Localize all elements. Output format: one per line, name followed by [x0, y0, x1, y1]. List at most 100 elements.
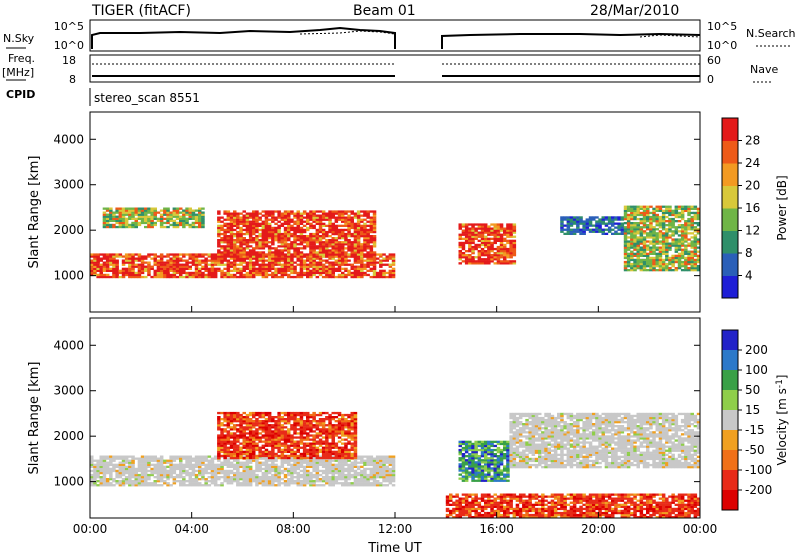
data-cell: [267, 444, 272, 447]
data-cell: [484, 258, 488, 261]
data-cell: [255, 222, 259, 225]
data-cell: [159, 217, 164, 220]
data-cell: [499, 239, 504, 242]
data-cell: [347, 228, 351, 232]
data-cell: [226, 436, 231, 439]
data-cell: [341, 471, 345, 475]
data-cell: [201, 469, 205, 473]
data-cell: [331, 210, 335, 213]
data-cell: [337, 245, 342, 248]
data-cell: [201, 253, 205, 256]
data-cell: [144, 455, 148, 458]
data-cell: [245, 273, 250, 277]
data-cell: [274, 237, 278, 240]
data-cell: [302, 253, 307, 256]
data-cell: [280, 454, 285, 458]
data-cell: [474, 262, 478, 265]
data-cell: [267, 424, 272, 427]
data-cell: [471, 252, 475, 255]
data-cell: [144, 257, 148, 260]
data-cell: [115, 480, 119, 483]
data-cell: [315, 235, 320, 238]
data-cell: [159, 271, 164, 275]
data-cell: [153, 459, 157, 462]
data-cell: [334, 261, 339, 264]
data-cell: [626, 217, 631, 221]
data-cell: [220, 463, 224, 466]
data-cell: [172, 482, 177, 485]
data-cell: [296, 461, 300, 464]
data-cell: [693, 260, 698, 264]
data-cell: [560, 230, 564, 233]
data-cell: [490, 229, 494, 232]
data-cell: [623, 260, 628, 264]
data-cell: [267, 454, 272, 458]
data-cell: [252, 214, 256, 217]
data-cell: [350, 473, 354, 477]
data-cell: [264, 411, 269, 415]
data-cell: [99, 259, 103, 262]
data-cell: [207, 476, 212, 479]
data-cell: [318, 228, 323, 232]
data-cell: [261, 255, 266, 258]
data-cell: [248, 442, 253, 445]
data-cell: [255, 263, 259, 266]
data-cell: [341, 251, 345, 254]
data-cell: [674, 238, 679, 241]
data-cell: [296, 420, 300, 423]
data-cell: [144, 467, 148, 471]
data-cell: [280, 255, 285, 258]
data-cell: [490, 227, 494, 230]
data-cell: [201, 473, 205, 477]
data-cell: [630, 238, 634, 241]
data-cell: [318, 484, 323, 487]
data-cell: [261, 476, 266, 479]
data-cell: [331, 484, 335, 487]
data-cell: [668, 217, 672, 221]
data-cell: [299, 243, 304, 246]
data-cell: [261, 243, 266, 246]
data-cell: [248, 434, 253, 437]
data-cell: [280, 241, 285, 244]
data-cell: [271, 235, 275, 238]
data-cell: [372, 457, 377, 460]
colorbar-tick-label: 8: [745, 246, 753, 260]
data-cell: [490, 223, 494, 226]
data-cell: [372, 255, 377, 258]
data-cell: [293, 454, 297, 458]
data-cell: [366, 478, 370, 481]
data-cell: [153, 255, 157, 258]
data-cell: [388, 275, 393, 279]
data-cell: [248, 411, 253, 415]
data-cell: [267, 247, 272, 250]
data-cell: [147, 484, 151, 487]
data-cell: [261, 484, 266, 487]
data-cell: [201, 207, 205, 210]
data-cell: [388, 480, 393, 483]
data-cell: [277, 245, 281, 248]
data-cell: [93, 261, 97, 264]
data-cell: [325, 216, 329, 219]
data-cell: [182, 467, 186, 471]
data-cell: [353, 249, 358, 252]
data-cell: [690, 260, 694, 264]
data-cell: [385, 257, 389, 260]
data-cell: [226, 471, 231, 475]
data-cell: [128, 269, 132, 272]
data-cell: [325, 259, 329, 262]
data-cell: [96, 473, 100, 477]
data-cell: [626, 228, 631, 231]
data-cell: [90, 463, 94, 466]
data-cell: [372, 226, 377, 230]
data-cell: [655, 252, 659, 255]
data-cell: [290, 440, 294, 443]
data-cell: [258, 271, 262, 275]
data-cell: [458, 256, 462, 259]
data-cell: [626, 265, 631, 268]
data-cell: [690, 226, 694, 229]
data-cell: [131, 482, 135, 485]
data-cell: [134, 225, 138, 229]
data-cell: [369, 267, 374, 270]
data-cell: [375, 473, 380, 477]
data-cell: [229, 422, 234, 425]
